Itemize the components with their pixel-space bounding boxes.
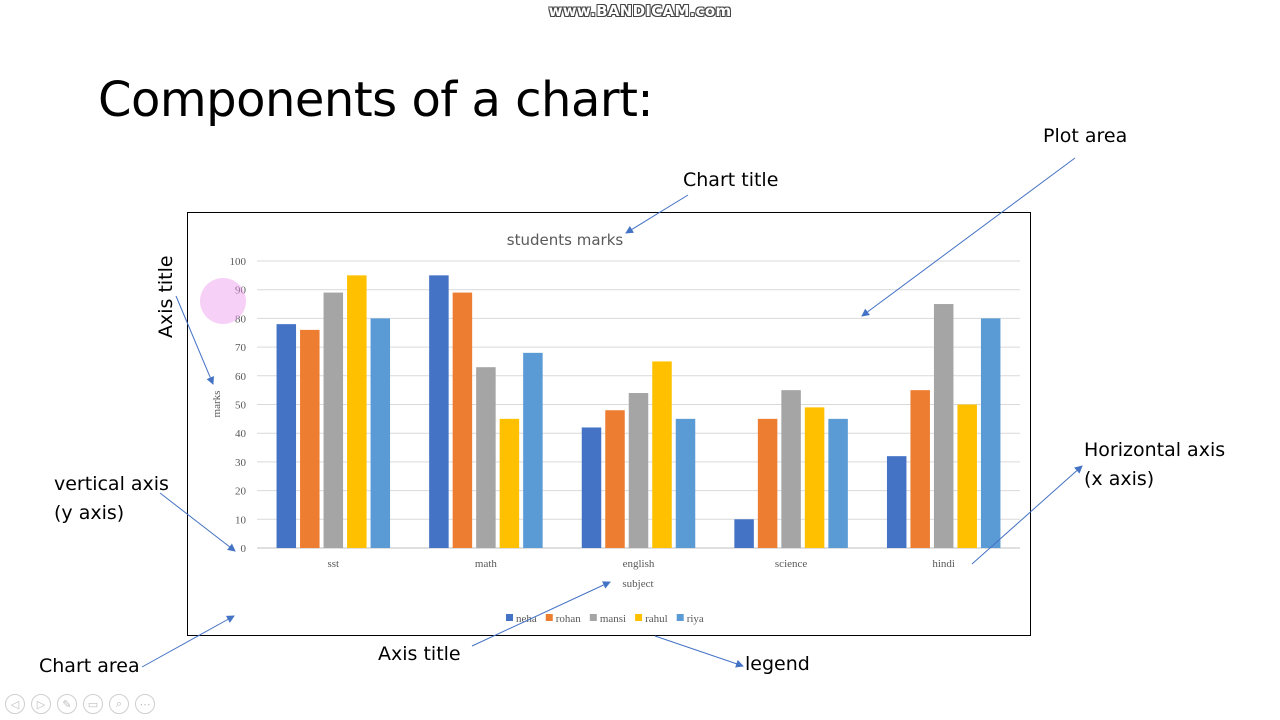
- x-tick-label: hindi: [932, 558, 955, 570]
- legend-arrow: [654, 635, 744, 668]
- horizontal-axis-annotation-line2: (x axis): [1084, 468, 1155, 490]
- bar-neha-hindi: [886, 456, 907, 548]
- watermark: www.BANDICAM.com: [548, 2, 732, 20]
- bar-rohan-math: [452, 292, 473, 548]
- bar-mansi-hindi: [933, 304, 954, 548]
- slide-title: Components of a chart:: [98, 72, 654, 128]
- bar-rohan-english: [605, 410, 625, 548]
- y-axis-title: marks: [211, 391, 223, 418]
- y-tick-label: 20: [235, 486, 247, 498]
- y-tick-label: 10: [235, 514, 247, 526]
- x-tick-label: math: [475, 558, 497, 570]
- bar-rahul-english: [652, 361, 672, 548]
- x-tick-label: sst: [327, 558, 339, 570]
- bar-rahul-sst: [347, 275, 367, 548]
- legend-label-rohan: rohan: [556, 613, 582, 625]
- y-tick-label: 50: [235, 400, 247, 412]
- vertical-axis-annotation-line1: vertical axis: [54, 473, 169, 495]
- y-tick-label: 90: [235, 285, 247, 297]
- legend-swatch-rahul: [635, 614, 643, 621]
- bar-neha-math: [429, 275, 449, 548]
- horizontal-axis-arrow: [971, 465, 1083, 565]
- y-tick-label: 30: [235, 457, 247, 469]
- bar-mansi-sst: [323, 292, 344, 548]
- prev-icon[interactable]: ◁: [5, 694, 25, 714]
- axis-title-vertical-arrow: [175, 295, 214, 385]
- y-tick-label: 0: [241, 543, 247, 555]
- vertical-axis-annotation-line2: (y axis): [54, 502, 125, 524]
- bar-rohan-hindi: [910, 390, 930, 548]
- x-tick-label: science: [775, 558, 807, 570]
- chart-title: students marks: [507, 231, 624, 249]
- bar-riya-sst: [370, 318, 391, 548]
- legend-annotation: legend: [745, 653, 810, 675]
- bar-riya-english: [675, 418, 696, 548]
- cursor-highlight: [200, 278, 246, 324]
- more-icon[interactable]: ⋯: [135, 694, 155, 714]
- bar-rohan-science: [757, 418, 778, 548]
- legend-label-rahul: rahul: [645, 613, 668, 625]
- y-tick-label: 100: [230, 256, 247, 268]
- next-icon[interactable]: ▷: [31, 694, 51, 714]
- legend-swatch-rohan: [545, 614, 553, 621]
- legend-label-neha: neha: [516, 613, 537, 625]
- x-axis-title: subject: [622, 578, 653, 590]
- y-tick-label: 70: [235, 342, 247, 354]
- bar-rahul-hindi: [957, 404, 977, 548]
- legend-swatch-neha: [506, 614, 513, 621]
- chart-area-annotation: Chart area: [39, 655, 140, 677]
- x-tick-label: english: [623, 558, 655, 570]
- chart-title-arrow: [625, 194, 689, 234]
- horizontal-axis-annotation-line1: Horizontal axis: [1084, 439, 1226, 461]
- bar-neha-science: [734, 519, 754, 548]
- bar-mansi-english: [628, 393, 649, 548]
- legend-swatch-mansi: [589, 614, 597, 621]
- chart-title-annotation: Chart title: [683, 169, 779, 191]
- plot-area-arrow: [861, 157, 1076, 317]
- legend-label-riya: riya: [687, 613, 704, 625]
- chart-area-arrow: [141, 615, 235, 668]
- bar-mansi-math: [476, 367, 496, 548]
- bar-neha-sst: [276, 324, 297, 548]
- legend-label-mansi: mansi: [600, 613, 626, 625]
- bar-riya-science: [828, 418, 848, 548]
- axis-title-bottom-annotation: Axis title: [378, 643, 461, 665]
- plot-area-annotation: Plot area: [1043, 125, 1128, 147]
- pen-icon[interactable]: ✎: [57, 694, 77, 714]
- slide-nav-toolbar: ◁ ▷ ✎ ▭ ⌕ ⋯: [5, 694, 155, 714]
- zoom-icon[interactable]: ⌕: [109, 694, 129, 714]
- bar-riya-hindi: [980, 318, 1001, 548]
- legend-swatch-riya: [676, 614, 684, 621]
- bar-rohan-sst: [300, 329, 320, 548]
- y-tick-label: 80: [235, 313, 247, 325]
- bar-rahul-science: [804, 407, 825, 548]
- bar-mansi-science: [781, 390, 801, 548]
- bar-neha-english: [581, 427, 602, 548]
- y-tick-label: 60: [235, 371, 247, 383]
- slides-icon[interactable]: ▭: [83, 694, 103, 714]
- y-tick-label: 40: [235, 428, 247, 440]
- vertical-axis-arrow: [159, 492, 236, 552]
- bar-rahul-math: [499, 418, 520, 548]
- bar-riya-math: [523, 352, 543, 548]
- axis-title-bottom-arrow: [471, 581, 611, 647]
